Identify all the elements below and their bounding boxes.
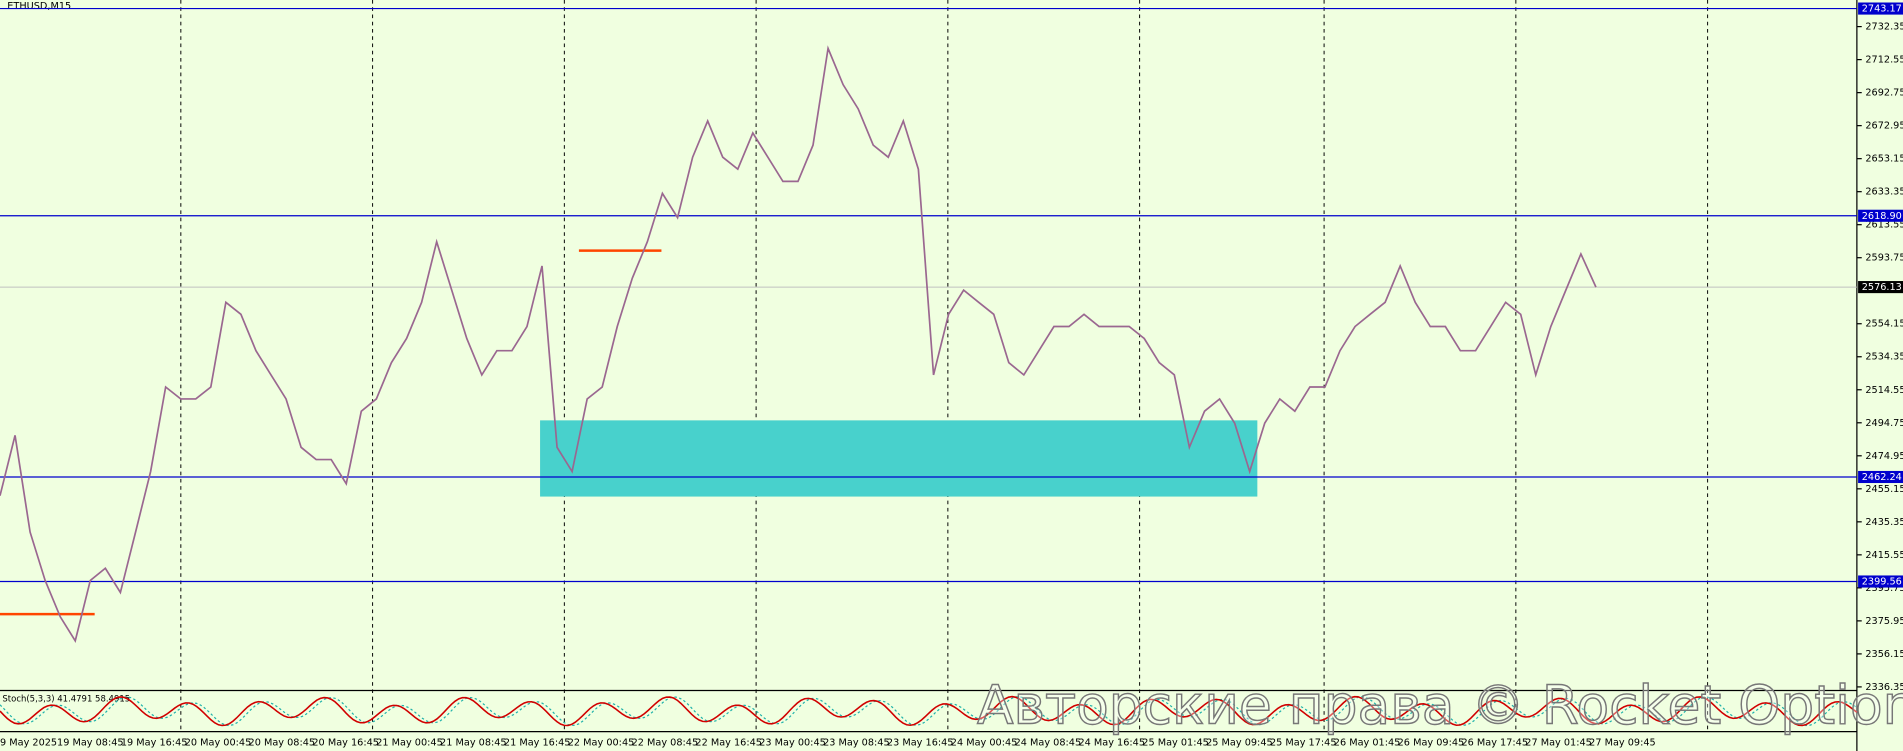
x-tick-label: 19 May 16:45 (121, 738, 188, 749)
x-tick-label: 22 May 16:45 (695, 738, 762, 749)
y-tick-label: 2336.35 (1865, 682, 1903, 693)
x-tick-label: 25 May 09:45 (1206, 738, 1273, 749)
x-tick-label: 21 May 08:45 (440, 738, 507, 749)
y-tick-label: 2474.95 (1865, 451, 1903, 462)
level-label: 2399.56 (1862, 577, 1902, 588)
chart-title: ETHUSD,M15 (7, 1, 71, 12)
y-tick-label: 2613.55 (1865, 220, 1903, 231)
x-tick-label: 24 May 00:45 (951, 738, 1018, 749)
stoch-main (0, 695, 1858, 727)
x-tick-label: 20 May 08:45 (249, 738, 316, 749)
x-tick-label: 19 May 08:45 (57, 738, 124, 749)
x-tick-label: 27 May 09:45 (1589, 738, 1656, 749)
x-tick-label: 25 May 01:45 (1142, 738, 1209, 749)
y-tick-label: 2593.75 (1865, 253, 1903, 264)
x-tick-label: 24 May 08:45 (1015, 738, 1082, 749)
stoch-signal (0, 695, 1858, 727)
y-tick-label: 2554.15 (1865, 319, 1903, 330)
x-tick-label: 25 May 17:45 (1270, 738, 1337, 749)
y-tick-label: 2672.95 (1865, 121, 1903, 132)
y-tick-label: 2732.35 (1865, 22, 1903, 33)
y-tick-label: 2514.55 (1865, 385, 1903, 396)
y-tick-label: 2494.75 (1865, 418, 1903, 429)
x-tick-label: 21 May 00:45 (376, 738, 443, 749)
y-tick-label: 2712.55 (1865, 55, 1903, 66)
level-label: 2743.17 (1862, 4, 1902, 15)
y-tick-label: 2692.75 (1865, 88, 1903, 99)
level-tag (1858, 2, 1903, 15)
x-tick-label: 22 May 00:45 (568, 738, 635, 749)
x-tick-label: 26 May 01:45 (1334, 738, 1401, 749)
x-tick-label: 22 May 08:45 (632, 738, 699, 749)
watermark: Авторские права © Rocket Option (977, 674, 1903, 736)
x-tick-label: 26 May 09:45 (1398, 738, 1465, 749)
x-tick-label: 20 May 16:45 (312, 738, 379, 749)
level-label: 2618.90 (1862, 211, 1902, 222)
y-tick-label: 2395.75 (1865, 583, 1903, 594)
level-tag (1858, 575, 1903, 588)
x-tick-label: 23 May 00:45 (759, 738, 826, 749)
level-tag (1858, 209, 1903, 222)
y-tick-label: 2356.15 (1865, 649, 1903, 660)
x-tick-label: 9 May 2025 (0, 738, 57, 749)
y-tick-label: 2534.35 (1865, 352, 1903, 363)
x-tick-label: 21 May 16:45 (504, 738, 571, 749)
y-tick-label: 2653.15 (1865, 154, 1903, 165)
y-tick-label: 2435.35 (1865, 517, 1903, 528)
day-separators (180, 0, 1709, 732)
x-tick-label: 26 May 17:45 (1461, 738, 1528, 749)
level-label: 2462.24 (1862, 472, 1902, 483)
x-tick-label: 20 May 00:45 (185, 738, 252, 749)
price-line (0, 45, 1597, 643)
x-tick-label: 27 May 01:45 (1525, 738, 1592, 749)
y-tick-label: 2375.95 (1865, 616, 1903, 627)
indicator-label: Stoch(5,3,3) 41.4791 58.4915 (2, 694, 130, 704)
x-tick-label: 23 May 16:45 (887, 738, 954, 749)
current-price-label: 2576.13 (1862, 282, 1902, 293)
y-tick-label: 2455.15 (1865, 484, 1903, 495)
x-tick-label: 23 May 08:45 (823, 738, 890, 749)
y-tick-label: 2633.35 (1865, 187, 1903, 198)
y-tick-label: 2415.55 (1865, 550, 1903, 561)
level-tag (1858, 470, 1903, 484)
demand-zone (540, 420, 1258, 497)
current-price-tag (1858, 281, 1903, 294)
x-tick-label: 24 May 16:45 (1078, 738, 1145, 749)
